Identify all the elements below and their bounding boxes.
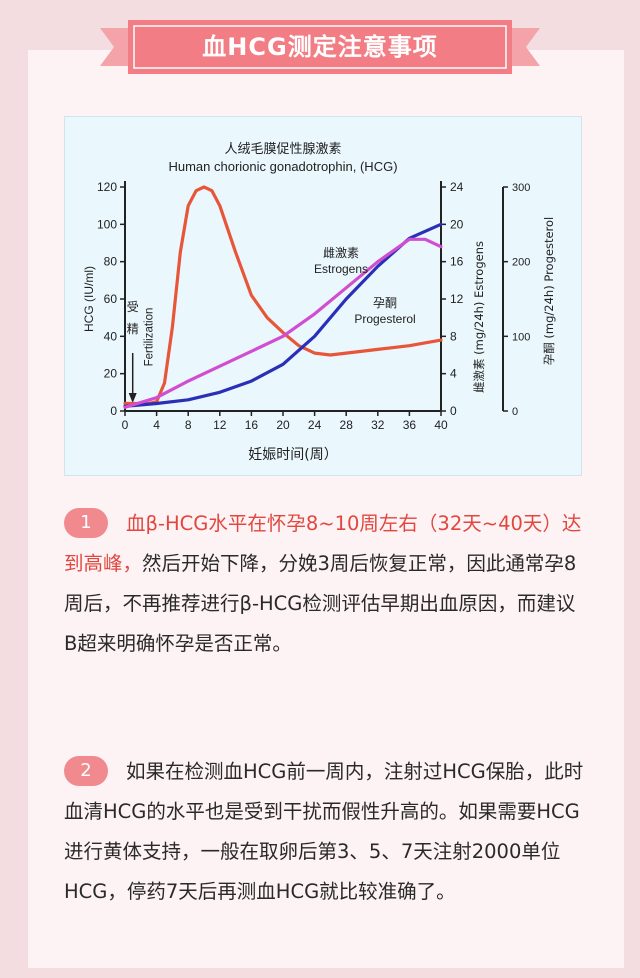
- chart-title-cn: 人绒毛膜促性腺激素: [224, 142, 341, 157]
- y-right-estrogen-tick-label: 20: [450, 217, 464, 231]
- x-tick-label: 12: [213, 418, 227, 432]
- hcg-chart: 0 4 8 12 16 20 24 28 32 36 40 0 20 40 60 80 100 120 0 4 8 12 1…: [64, 116, 582, 476]
- x-tick-label: 16: [245, 418, 259, 432]
- scalloped-edge: [22, 50, 34, 968]
- y-left-tick-label: 80: [104, 255, 118, 269]
- y-right-progesterol-tick-label: 0: [512, 406, 518, 418]
- x-tick-label: 24: [308, 418, 322, 432]
- x-tick-label: 32: [371, 418, 385, 432]
- y-left-tick-label: 40: [104, 329, 118, 343]
- y-left-tick-label: 20: [104, 367, 118, 381]
- y-left-tick-label: 0: [110, 404, 117, 418]
- y-left-tick-label: 100: [97, 217, 117, 231]
- section-1-text: 然后开始下降，分娩3周后恢复正常，因此通常孕8周后，不再推荐进行β-HCG检测评…: [64, 552, 577, 655]
- section-1: 1 血β-HCG水平在怀孕8~10周左右（32天~40天）达到高峰，然后开始下降，…: [64, 504, 584, 664]
- estrogen-line: [123, 222, 443, 408]
- fertilization-label-cn-1: 受: [127, 300, 139, 314]
- fertilization-arrowhead: [128, 393, 137, 403]
- x-tick-label: 40: [434, 418, 448, 432]
- page-title: 血HCG测定注意事项: [202, 33, 438, 61]
- fertilization-label-cn-2: 精: [127, 322, 139, 336]
- progesterol-line: [123, 237, 443, 409]
- y-right-estrogen-tick-label: 24: [450, 180, 464, 194]
- y-right-progesterol-label: 孕酮 (mg/24h) Progesterol: [542, 217, 556, 365]
- x-tick-label: 20: [276, 418, 290, 432]
- section-1-highlight: 血β-HCG水平在怀孕8~10周左右（32天~40天）达到高峰，: [64, 512, 582, 575]
- progesterol-label-en: Progesterol: [354, 312, 415, 326]
- y-right-progesterol-tick-label: 200: [512, 257, 530, 269]
- hcg-line: [123, 185, 443, 406]
- estrogen-label-cn: 雌激素: [323, 245, 359, 260]
- x-tick-label: 8: [185, 418, 192, 432]
- badge-1: 1: [64, 508, 108, 538]
- estrogen-label-en: Estrogens: [314, 262, 368, 276]
- y-right-estrogen-tick-label: 8: [450, 329, 457, 343]
- y-right-estrogen-tick-label: 12: [450, 292, 464, 306]
- title-banner: 血HCG测定注意事项: [100, 20, 540, 74]
- x-tick-label: 36: [403, 418, 417, 432]
- x-tick-label: 0: [122, 418, 129, 432]
- fertilization-label-en: Fertilization: [144, 308, 156, 367]
- y-left-tick-label: 120: [97, 180, 117, 194]
- progesterol-label-cn: 孕酮: [373, 296, 397, 310]
- y-right-progesterol-tick-label: 300: [512, 182, 530, 194]
- y-right-estrogen-label-cn: 雌激素 (mg/24h) Estrogens: [472, 241, 486, 393]
- chart-svg: 0 4 8 12 16 20 24 28 32 36 40020406080100120048121…: [82, 142, 556, 463]
- y-right-estrogen-tick-label: 16: [450, 255, 464, 269]
- banner-ribbon: [100, 20, 540, 74]
- section-2: 2 如果在检测血HCG前一周内，注射过HCG保胎，此时血清HCG的水平也是受到干扰…: [64, 752, 584, 912]
- x-tick-label: 4: [153, 418, 160, 432]
- x-axis-label: 妊娠时间(周）: [248, 447, 337, 463]
- badge-2: 2: [64, 756, 108, 786]
- y-right-estrogen-tick-label: 0: [450, 404, 457, 418]
- chart-title-en: Human chorionic gonadotrophin, (HCG): [168, 159, 397, 174]
- x-tick-label: 28: [340, 418, 354, 432]
- y-right-estrogen-tick-label: 4: [450, 367, 457, 381]
- y-left-tick-label: 60: [104, 292, 118, 306]
- y-right-progesterol-tick-label: 100: [512, 331, 530, 343]
- y-left-axis-label: HCG (IU/ml): [82, 266, 96, 332]
- section-2-text: 如果在检测血HCG前一周内，注射过HCG保胎，此时血清HCG的水平也是受到干扰而…: [64, 760, 584, 903]
